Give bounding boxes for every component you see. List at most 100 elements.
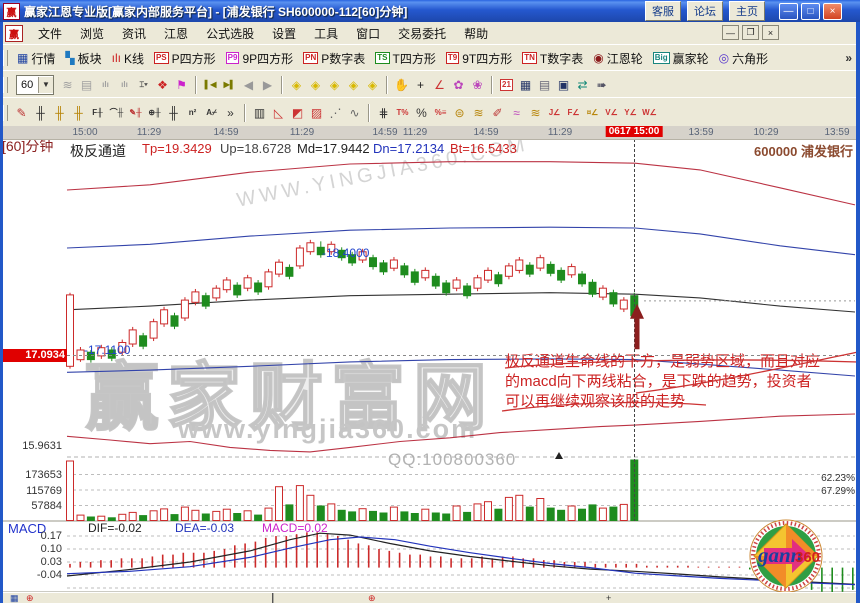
menu-item-设置[interactable]: 设置: [272, 26, 297, 41]
tool-box-fan[interactable]: ◩: [291, 105, 304, 120]
tool-save[interactable]: ▣: [557, 77, 570, 92]
tool-quotes[interactable]: ▦ 行情: [12, 50, 60, 67]
menu-item-工具[interactable]: 工具: [314, 26, 339, 41]
tool-t-number-table[interactable]: TN T数字表: [517, 50, 588, 67]
tool-goto-first[interactable]: ▌◀: [204, 80, 217, 89]
tool-slant-lines[interactable]: ⋰: [329, 105, 342, 120]
menu-item-浏览[interactable]: 浏览: [80, 26, 105, 41]
tool-winner-wheel[interactable]: Big 赢家轮: [648, 50, 714, 67]
tool-pen-grid[interactable]: ✎╫: [129, 108, 142, 117]
tool-gold-grid-1[interactable]: ╫: [55, 105, 64, 120]
tool-curve-grid[interactable]: ⌒╫: [109, 108, 124, 117]
tool-flag-tool[interactable]: ⚑: [176, 77, 187, 92]
tool-p-square[interactable]: PS P四方形: [149, 50, 221, 67]
tool-prev-bar[interactable]: ◀: [243, 77, 254, 92]
tool-crosshair-tool[interactable]: +: [416, 77, 424, 92]
menu-item-资讯[interactable]: 资讯: [122, 26, 147, 41]
mdi-restore-button[interactable]: ❐: [742, 25, 759, 40]
tool-gold-grid-2[interactable]: ╫: [74, 105, 83, 120]
tool-hand-tool[interactable]: ✋: [394, 77, 409, 92]
minimize-button[interactable]: —: [779, 2, 798, 20]
status-bar-icon[interactable]: ⊕: [368, 593, 376, 603]
menu-item-江恩[interactable]: 江恩: [164, 26, 189, 41]
status-bar-icon[interactable]: ⊕: [26, 593, 34, 603]
tool-overflow-more[interactable]: »: [227, 105, 234, 120]
tool-clipboard[interactable]: ▤: [80, 77, 93, 92]
tool-brain-tool[interactable]: ❀: [472, 77, 483, 92]
tool-j-angle[interactable]: J∠: [548, 108, 561, 117]
tool-box-hatch[interactable]: ▨: [310, 105, 323, 120]
maximize-button[interactable]: □: [801, 2, 820, 20]
period-combo[interactable]: 60 ▼: [16, 74, 54, 95]
menu-item-文件[interactable]: 文件: [38, 26, 63, 41]
tool-gann-wheel[interactable]: ◉ 江恩轮: [588, 50, 648, 67]
tool-grid-tool-2[interactable]: ╫: [169, 105, 178, 120]
menu-item-交易委托[interactable]: 交易委托: [398, 26, 447, 41]
tool-candle-style[interactable]: ⌶▾: [139, 79, 148, 89]
toolbar-grip[interactable]: [3, 104, 8, 121]
tool-t-square[interactable]: TS T四方形: [370, 50, 441, 67]
tool-speed-angle[interactable]: V∠: [605, 108, 618, 117]
title-button-客服[interactable]: 客服: [645, 1, 681, 21]
close-button[interactable]: ×: [823, 2, 842, 20]
tool-wave-tool[interactable]: ≈: [513, 105, 520, 120]
tool-count-lines[interactable]: ⋕: [378, 105, 389, 120]
tool-percent-lines[interactable]: %≡: [434, 108, 447, 117]
menu-item-公式选股[interactable]: 公式选股: [206, 26, 255, 41]
toolbar-grip[interactable]: [3, 50, 8, 66]
tool-a-line[interactable]: A⌿: [206, 107, 217, 117]
tool-diamond-all[interactable]: ◈: [367, 77, 378, 92]
tool-gann-fan[interactable]: ◺: [273, 105, 284, 120]
tool-gold-lines[interactable]: ≋: [473, 105, 484, 120]
tool-p-number-table[interactable]: PN P数字表: [298, 50, 370, 67]
tool-n2-grid[interactable]: n²: [188, 108, 197, 117]
tool-winner-angle[interactable]: Y∠: [624, 108, 637, 117]
tool-pen-2[interactable]: ✐: [492, 105, 503, 120]
tool-hexagon[interactable]: ◎ 六角形: [714, 50, 774, 67]
tool-zigzag-lines[interactable]: ∿: [349, 105, 360, 120]
mdi-minimize-button[interactable]: —: [722, 25, 739, 40]
tool-gold-circle[interactable]: ⊜: [454, 105, 465, 120]
tool-gann-box[interactable]: ▥: [253, 105, 266, 120]
tool-next-bar[interactable]: ▶: [262, 77, 273, 92]
tool-sectors[interactable]: ▚ 板块: [60, 50, 106, 67]
tool-9p-square[interactable]: P9 9P四方形: [221, 50, 298, 67]
tool-bars-small[interactable]: ılı: [102, 80, 109, 89]
status-bar-icon[interactable]: ▦: [10, 593, 19, 603]
tool-t-percent[interactable]: T%: [396, 108, 409, 117]
tool-brush[interactable]: ✎: [16, 105, 27, 120]
tool-segment-tool[interactable]: ✿: [453, 77, 464, 92]
tool-diamond-down[interactable]: ◈: [348, 77, 359, 92]
tool-goto-last[interactable]: ▶▌: [223, 80, 236, 89]
tool-gold-lines-2[interactable]: ≋: [530, 105, 541, 120]
title-button-主页[interactable]: 主页: [729, 1, 765, 21]
tool-f-angle[interactable]: F∠: [567, 108, 580, 117]
toolbar-overflow-button[interactable]: »: [845, 51, 852, 65]
tool-angle-line-tool[interactable]: ∠: [434, 77, 445, 92]
tool-f-grid[interactable]: F╫: [92, 108, 103, 117]
tool-kline[interactable]: ılı K线: [107, 50, 149, 67]
tool-export[interactable]: ⇄: [577, 77, 588, 92]
status-bar-icon[interactable]: ┃: [270, 593, 276, 603]
tool-gold-angle[interactable]: ¤∠: [586, 108, 599, 117]
chevron-down-icon[interactable]: ▼: [38, 76, 53, 93]
menu-item-窗口[interactable]: 窗口: [356, 26, 381, 41]
menu-item-帮助[interactable]: 帮助: [464, 26, 489, 41]
tool-calculator[interactable]: ▦: [519, 77, 532, 92]
title-button-论坛[interactable]: 论坛: [687, 1, 723, 21]
tool-diamond-right[interactable]: ◈: [310, 77, 321, 92]
tool-bars-large[interactable]: ılı: [121, 80, 128, 89]
tool-9t-square[interactable]: T9 9T四方形: [441, 50, 517, 67]
mdi-close-button[interactable]: ×: [762, 25, 779, 40]
tool-calendar[interactable]: 21: [497, 76, 516, 94]
tool-pan-mode[interactable]: ≋: [62, 77, 73, 92]
tool-four-angle[interactable]: W∠: [642, 108, 657, 117]
tool-send[interactable]: ➠: [596, 77, 607, 92]
tool-diamond-left[interactable]: ◈: [291, 77, 302, 92]
tool-circle-grid[interactable]: ⊕╫: [148, 108, 161, 117]
tool-grid-tool-1[interactable]: ╫: [36, 105, 45, 120]
status-bar-icon[interactable]: +: [606, 593, 612, 603]
tool-notes[interactable]: ▤: [538, 77, 551, 92]
tool-percent[interactable]: %: [416, 105, 427, 120]
toolbar-grip[interactable]: [3, 76, 8, 93]
